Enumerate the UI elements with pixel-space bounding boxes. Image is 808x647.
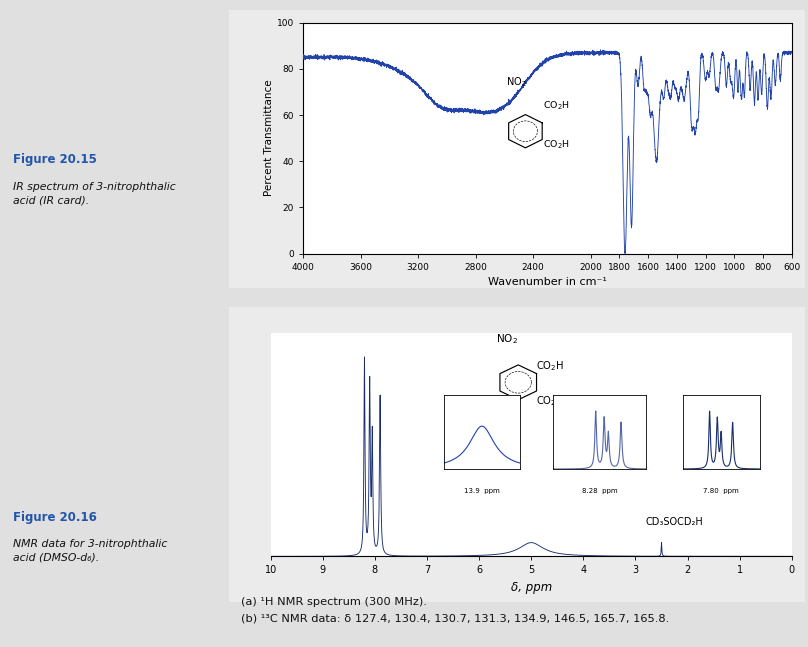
X-axis label: Wavenumber in cm⁻¹: Wavenumber in cm⁻¹ [488,277,607,287]
Text: IR spectrum of 3-nitrophthalic: IR spectrum of 3-nitrophthalic [13,182,175,192]
Text: 13.9  ppm: 13.9 ppm [464,488,500,494]
Text: (a) ¹H NMR spectrum (300 MHz).: (a) ¹H NMR spectrum (300 MHz). [241,597,427,607]
Text: CO$_2$H: CO$_2$H [537,359,565,373]
Text: (b) ¹³C NMR data: δ 127.4, 130.4, 130.7, 131.3, 134.9, 146.5, 165.7, 165.8.: (b) ¹³C NMR data: δ 127.4, 130.4, 130.7,… [241,613,669,623]
Text: Figure 20.15: Figure 20.15 [13,153,97,166]
Text: 7.80  ppm: 7.80 ppm [703,488,739,494]
Text: 8.28  ppm: 8.28 ppm [582,488,618,494]
Y-axis label: Percent Transmittance: Percent Transmittance [264,80,274,197]
Text: CO$_2$H: CO$_2$H [542,99,570,111]
Text: NO$_2$: NO$_2$ [496,332,518,346]
Text: NO$_2$: NO$_2$ [506,75,527,89]
Text: CO$_2$H: CO$_2$H [537,395,565,408]
Text: acid (IR card).: acid (IR card). [13,196,89,206]
Text: CD₃SOCD₂H: CD₃SOCD₂H [646,517,704,527]
X-axis label: δ, ppm: δ, ppm [511,581,552,594]
Text: CO$_2$H: CO$_2$H [542,138,570,151]
Text: acid (DMSO-d₆).: acid (DMSO-d₆). [13,553,99,563]
Text: Figure 20.16: Figure 20.16 [13,511,97,524]
Text: NMR data for 3-nitrophthalic: NMR data for 3-nitrophthalic [13,539,167,549]
